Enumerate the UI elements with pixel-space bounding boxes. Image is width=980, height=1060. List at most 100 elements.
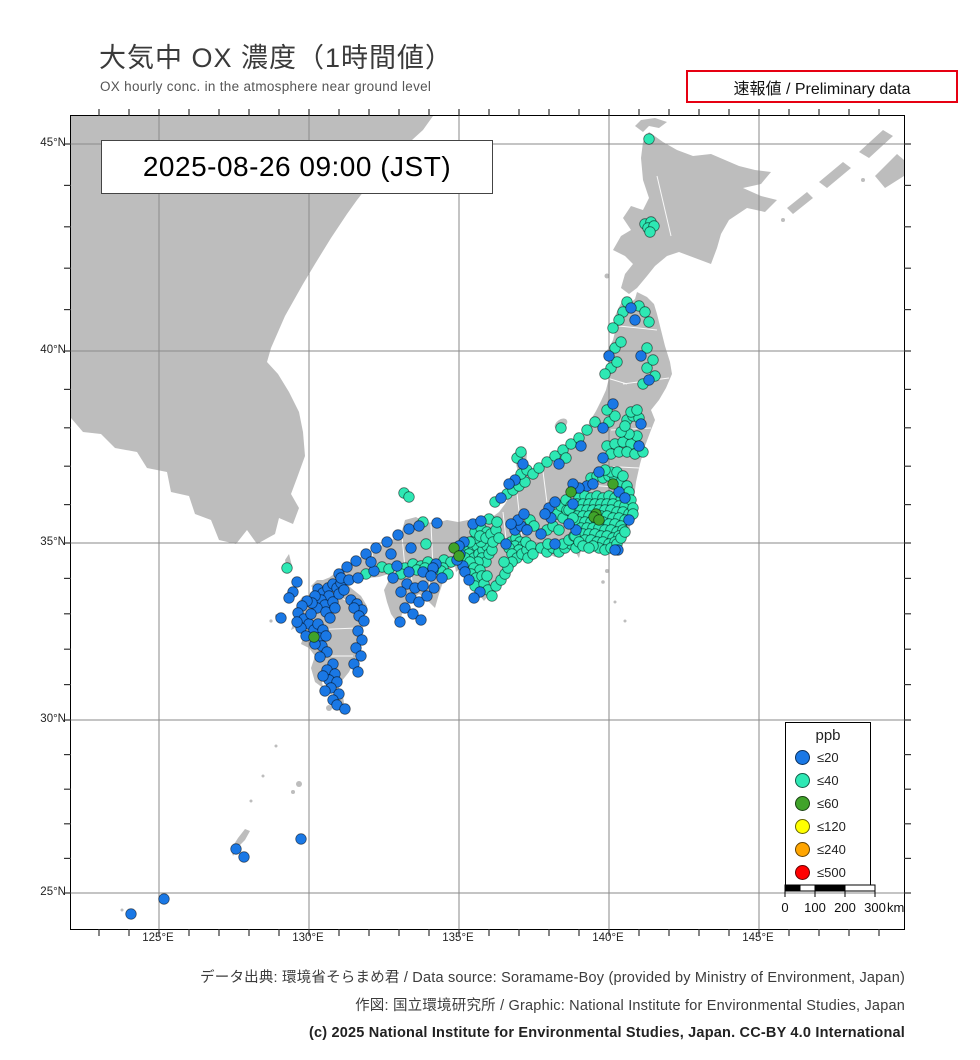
station-dot	[607, 478, 619, 490]
legend-item: ≤40	[786, 769, 870, 792]
latitude-tick-label: 40°N	[40, 344, 66, 356]
map-canvas	[64, 109, 911, 936]
station-dot	[498, 556, 510, 568]
station-dot	[463, 574, 475, 586]
station-dot	[639, 306, 651, 318]
station-dot	[555, 422, 567, 434]
station-dot	[405, 542, 417, 554]
axis-ticks	[64, 109, 911, 936]
landmass-asia-continent	[71, 116, 433, 544]
longitude-tick-label: 130°E	[292, 932, 324, 944]
longitude-tick-label: 145°E	[742, 932, 774, 944]
station-dot	[567, 498, 579, 510]
station-dot	[385, 548, 397, 560]
latitude-tick-label: 45°N	[40, 137, 66, 149]
islet	[861, 178, 865, 182]
station-dot	[391, 560, 403, 572]
station-dots	[125, 133, 661, 920]
station-dot	[341, 561, 353, 573]
station-dot	[355, 650, 367, 662]
station-dot	[356, 634, 368, 646]
station-dot	[399, 602, 411, 614]
station-dot	[387, 572, 399, 584]
station-dot	[324, 612, 336, 624]
landmass-izu-islands	[623, 619, 627, 623]
station-dot	[518, 508, 530, 520]
landmass-amami	[296, 781, 302, 787]
landmass-yakushima	[326, 705, 332, 711]
legend-label: ≤500	[817, 865, 846, 880]
station-dot	[319, 685, 331, 697]
station-dot	[611, 356, 623, 368]
station-dot	[635, 350, 647, 362]
station-dot	[599, 368, 611, 380]
station-dot	[609, 544, 621, 556]
station-dot	[643, 374, 655, 386]
landmass-izu-islands	[605, 569, 609, 573]
longitude-tick-label: 135°E	[442, 932, 474, 944]
legend-dot-icon	[795, 819, 810, 834]
page-title: 大気中 OX 濃度（1時間値）	[99, 43, 454, 73]
timestamp-box: 2025-08-26 09:00 (JST)	[101, 140, 493, 194]
station-dot	[563, 518, 575, 530]
landmass-okushiri	[604, 273, 610, 279]
graphic-credit-line: 作図: 国立環境研究所 / Graphic: National Institut…	[355, 998, 905, 1014]
station-dot	[320, 630, 332, 642]
scale-bar-graphic	[784, 884, 876, 897]
landmass-amami	[291, 790, 295, 794]
station-dot	[593, 514, 605, 526]
latitude-tick-label: 25°N	[40, 886, 66, 898]
landmass-iriomote	[120, 908, 124, 912]
station-dot	[365, 556, 377, 568]
station-dot	[641, 342, 653, 354]
station-dot	[314, 651, 326, 663]
station-dot	[607, 322, 619, 334]
station-dot	[503, 478, 515, 490]
legend-label: ≤20	[817, 750, 839, 765]
station-dot	[358, 615, 370, 627]
station-dot	[125, 908, 137, 920]
station-dot	[623, 514, 635, 526]
station-dot	[436, 572, 448, 584]
legend-label: ≤40	[817, 773, 839, 788]
legend-label: ≤60	[817, 796, 839, 811]
station-dot	[392, 529, 404, 541]
station-dot	[431, 517, 443, 529]
station-dot	[635, 418, 647, 430]
station-dot	[403, 491, 415, 503]
station-dot	[275, 612, 287, 624]
latitude-tick-label: 30°N	[40, 713, 66, 725]
legend-dot-icon	[795, 750, 810, 765]
station-dot	[283, 592, 295, 604]
legend-dot-icon	[795, 865, 810, 880]
station-dot	[521, 524, 533, 536]
station-dot	[533, 462, 545, 474]
legend-item: ≤20	[786, 746, 870, 769]
station-dot	[352, 666, 364, 678]
station-dot	[291, 616, 303, 628]
station-dot	[308, 631, 320, 643]
station-dot	[394, 616, 406, 628]
station-dot	[281, 562, 293, 574]
station-dot	[597, 452, 609, 464]
timestamp-label: 2025-08-26 09:00 (JST)	[142, 151, 452, 182]
station-dot	[481, 570, 493, 582]
station-dot	[421, 590, 433, 602]
station-dot	[619, 420, 631, 432]
scale-bar-number: 100	[804, 900, 826, 915]
station-dot	[587, 478, 599, 490]
station-dot	[317, 670, 329, 682]
station-dot	[549, 496, 561, 508]
station-dot	[420, 538, 432, 550]
station-dot	[607, 398, 619, 410]
legend-label: ≤120	[817, 819, 846, 834]
scale-bar-number: 300	[864, 900, 886, 915]
station-dot	[403, 566, 415, 578]
station-dot	[647, 354, 659, 366]
station-dot	[631, 404, 643, 416]
station-dot	[352, 572, 364, 584]
landmass-izu-islands	[601, 580, 605, 584]
data-source-line: データ出典: 環境省そらまめ君 / Data source: Soramame-…	[200, 970, 905, 986]
station-dot	[553, 524, 565, 536]
station-dot	[395, 586, 407, 598]
